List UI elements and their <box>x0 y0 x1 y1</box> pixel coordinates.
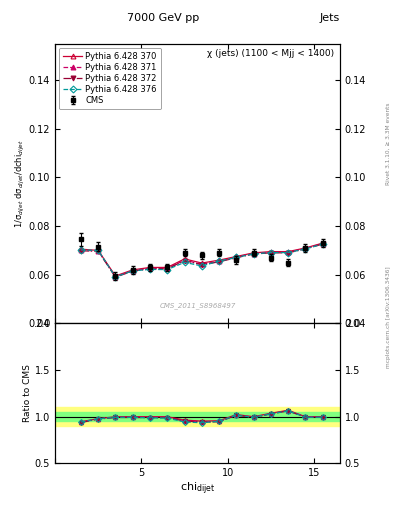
Pythia 6.428 372 <box>182 258 187 264</box>
Pythia 6.428 372 <box>79 248 83 254</box>
Pythia 6.428 371 <box>130 268 135 274</box>
Pythia 6.428 372 <box>113 274 118 280</box>
Pythia 6.428 371 <box>199 261 204 267</box>
Pythia 6.428 370 <box>251 250 256 256</box>
Pythia 6.428 370 <box>79 246 83 252</box>
Pythia 6.428 376 <box>286 249 290 255</box>
Pythia 6.428 370 <box>303 245 308 251</box>
Text: χ (jets) (1100 < Mjj < 1400): χ (jets) (1100 < Mjj < 1400) <box>207 49 334 58</box>
Pythia 6.428 372 <box>320 241 325 247</box>
Pythia 6.428 372 <box>303 246 308 252</box>
Pythia 6.428 376 <box>217 258 221 264</box>
Pythia 6.428 376 <box>268 249 273 255</box>
Pythia 6.428 376 <box>130 268 135 274</box>
Pythia 6.428 376 <box>320 241 325 247</box>
Pythia 6.428 370 <box>182 256 187 262</box>
Pythia 6.428 371 <box>96 248 101 254</box>
Pythia 6.428 371 <box>182 257 187 263</box>
Text: 7000 GeV pp: 7000 GeV pp <box>127 13 199 23</box>
Pythia 6.428 372 <box>148 266 152 272</box>
Pythia 6.428 376 <box>182 259 187 265</box>
Pythia 6.428 372 <box>251 251 256 257</box>
Pythia 6.428 370 <box>268 248 273 254</box>
Pythia 6.428 371 <box>303 245 308 251</box>
Text: Jets: Jets <box>320 13 340 23</box>
Pythia 6.428 376 <box>199 263 204 269</box>
Pythia 6.428 371 <box>113 273 118 280</box>
Line: Pythia 6.428 376: Pythia 6.428 376 <box>79 242 325 280</box>
Pythia 6.428 376 <box>113 274 118 280</box>
Pythia 6.428 372 <box>96 248 101 254</box>
Pythia 6.428 371 <box>251 250 256 257</box>
Bar <box>55 408 340 426</box>
Pythia 6.428 370 <box>320 240 325 246</box>
Pythia 6.428 376 <box>303 246 308 252</box>
Text: Rivet 3.1.10, ≥ 3.3M events: Rivet 3.1.10, ≥ 3.3M events <box>386 102 391 185</box>
Pythia 6.428 371 <box>234 254 239 260</box>
Pythia 6.428 372 <box>268 250 273 256</box>
Pythia 6.428 371 <box>320 241 325 247</box>
Line: Pythia 6.428 370: Pythia 6.428 370 <box>79 241 325 279</box>
Pythia 6.428 370 <box>199 260 204 266</box>
Pythia 6.428 376 <box>148 266 152 272</box>
Pythia 6.428 372 <box>234 254 239 261</box>
Bar <box>55 412 340 421</box>
Pythia 6.428 370 <box>113 273 118 279</box>
Pythia 6.428 370 <box>165 264 170 270</box>
Pythia 6.428 371 <box>286 249 290 255</box>
Pythia 6.428 376 <box>79 247 83 253</box>
Pythia 6.428 372 <box>286 250 290 256</box>
Pythia 6.428 376 <box>234 254 239 261</box>
Pythia 6.428 370 <box>148 264 152 270</box>
Pythia 6.428 372 <box>165 266 170 272</box>
X-axis label: chi$_{\mathrm{dijet}}$: chi$_{\mathrm{dijet}}$ <box>180 481 215 497</box>
Pythia 6.428 371 <box>79 247 83 253</box>
Pythia 6.428 372 <box>217 259 221 265</box>
Pythia 6.428 371 <box>148 265 152 271</box>
Text: mcplots.cern.ch [arXiv:1306.3436]: mcplots.cern.ch [arXiv:1306.3436] <box>386 267 391 368</box>
Pythia 6.428 372 <box>199 262 204 268</box>
Pythia 6.428 370 <box>286 248 290 254</box>
Pythia 6.428 370 <box>130 267 135 273</box>
Y-axis label: Ratio to CMS: Ratio to CMS <box>23 365 32 422</box>
Line: Pythia 6.428 372: Pythia 6.428 372 <box>79 242 325 280</box>
Pythia 6.428 376 <box>165 267 170 273</box>
Pythia 6.428 371 <box>217 258 221 264</box>
Pythia 6.428 372 <box>130 268 135 274</box>
Pythia 6.428 376 <box>251 251 256 257</box>
Line: Pythia 6.428 371: Pythia 6.428 371 <box>79 241 325 279</box>
Pythia 6.428 371 <box>268 249 273 255</box>
Legend: Pythia 6.428 370, Pythia 6.428 371, Pythia 6.428 372, Pythia 6.428 376, CMS: Pythia 6.428 370, Pythia 6.428 371, Pyth… <box>59 48 161 110</box>
Pythia 6.428 371 <box>165 265 170 271</box>
Pythia 6.428 376 <box>96 247 101 253</box>
Text: CMS_2011_S8968497: CMS_2011_S8968497 <box>159 303 236 309</box>
Pythia 6.428 370 <box>234 253 239 260</box>
Pythia 6.428 370 <box>217 257 221 263</box>
Pythia 6.428 370 <box>96 247 101 253</box>
Y-axis label: 1/σ$_{dijet}$ dσ$_{dijet}$/dchi$_{dijet}$: 1/σ$_{dijet}$ dσ$_{dijet}$/dchi$_{dijet}… <box>14 139 27 228</box>
